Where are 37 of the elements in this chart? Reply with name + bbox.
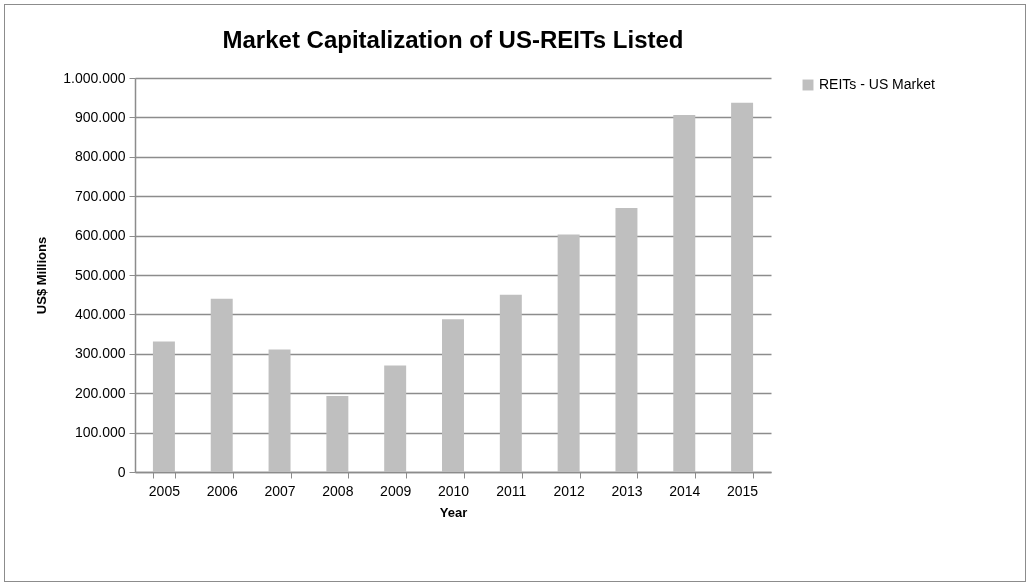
x-tick-label: 2015 [727,482,759,499]
x-tick-label: 2014 [669,482,701,499]
y-tick-label: 400.000 [74,305,126,322]
y-tick-label: 0 [117,463,126,480]
y-tick-label: 200.000 [74,384,126,401]
y-tick-label: 300.000 [74,345,126,362]
x-tick-label: 2010 [437,482,470,499]
x-tick-label: 2012 [553,482,585,499]
y-tick-label: 1.000.000 [63,69,126,86]
bar [384,365,407,472]
y-tick-label: 800.000 [74,148,126,165]
bar [326,395,349,472]
x-tick-label: 2009 [380,482,412,499]
y-tick-label: 100.000 [74,424,126,441]
bar [557,234,580,472]
x-tick-label: 2005 [148,482,181,499]
bar [210,298,233,472]
bar [268,349,291,472]
bar [499,294,522,472]
chart-title: Market Capitalization of US-REITs Listed [222,26,684,53]
bar [152,341,175,472]
x-tick-label: 2011 [496,482,527,499]
y-axis-title: US$ Millions [34,236,50,315]
x-tick-label: 2013 [611,482,643,499]
bar [731,102,754,472]
y-tick-label: 900.000 [74,108,126,125]
x-tick-label: 2006 [206,482,239,499]
bar [442,319,464,472]
y-tick-label: 500.000 [74,266,126,283]
x-tick-label: 2007 [264,482,296,499]
legend-label: REITs - US Market [819,76,936,92]
y-tick-label: 600.000 [74,227,126,244]
x-tick-label: 2008 [322,482,354,499]
x-axis-title: Year [439,504,468,520]
bar [615,208,638,472]
bar [673,115,696,472]
y-tick-label: 700.000 [74,187,126,204]
